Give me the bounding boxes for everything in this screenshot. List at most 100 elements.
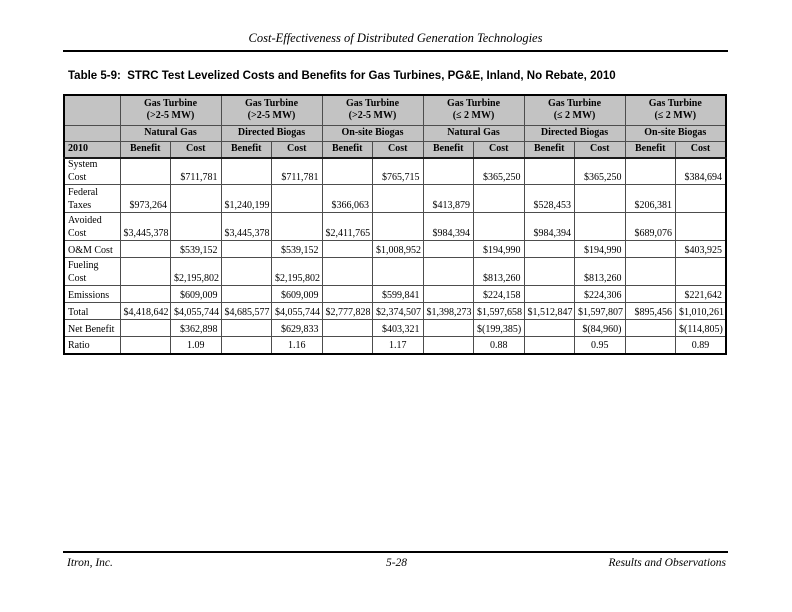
cost-header-cell: Cost <box>271 140 323 159</box>
value-cell <box>473 184 525 213</box>
value-cell <box>574 212 626 241</box>
value-cell <box>321 319 373 337</box>
value-cell <box>170 212 222 241</box>
cost-header-cell: Cost <box>372 140 424 159</box>
table-row: Total $4,418,642 $4,055,744 $4,685,577 $4,05… <box>63 302 727 320</box>
value-cell <box>170 184 222 213</box>
row-label: Avoided Cost <box>63 212 121 241</box>
benefit-header-cell: Benefit <box>523 140 575 159</box>
cost-header-cell: Cost <box>170 140 222 159</box>
value-cell: $413,879 <box>422 184 474 213</box>
table-title: Table 5-9: STRC Test Levelized Costs and… <box>68 70 616 82</box>
group-name-row: Gas Turbine (>2-5 MW) Gas Turbine (>2-5 M… <box>63 94 727 126</box>
value-cell: $1,240,199 <box>220 184 272 213</box>
row-label: Emissions <box>63 285 121 303</box>
column-group-name: Gas Turbine (>2-5 MW) <box>119 94 222 126</box>
column-group-name: Gas Turbine (≤ 2 MW) <box>523 94 626 126</box>
table-row: Ratio 1.09 1.16 1.17 0.88 0.95 0.89 <box>63 336 727 354</box>
table-row: Fueling Cost $2,195,802 $2,195,802 $813,260… <box>63 257 727 286</box>
value-cell: $403,925 <box>675 240 727 258</box>
value-cell: $1,398,273 <box>422 302 474 320</box>
value-cell: 0.95 <box>574 336 626 354</box>
running-header-title: Cost-Effectiveness of Distributed Genera… <box>248 31 543 45</box>
value-cell: $599,841 <box>372 285 424 303</box>
value-cell: $629,833 <box>271 319 323 337</box>
value-cell: $813,260 <box>574 257 626 286</box>
value-cell: 0.89 <box>675 336 727 354</box>
value-cell: $973,264 <box>119 184 171 213</box>
value-cell: $(114,805) <box>675 319 727 337</box>
value-cell: $711,781 <box>271 157 323 185</box>
value-cell: 0.88 <box>473 336 525 354</box>
value-cell <box>675 184 727 213</box>
row-label: O&M Cost <box>63 240 121 258</box>
table-row: O&M Cost $539,152 $539,152 $1,008,952 $194,9… <box>63 240 727 258</box>
value-cell: $206,381 <box>624 184 676 213</box>
value-cell: $4,685,577 <box>220 302 272 320</box>
table-row: System Cost $711,781 $711,781 $765,715 $365,… <box>63 157 727 185</box>
value-cell <box>321 157 373 185</box>
value-cell <box>321 285 373 303</box>
value-cell: $3,445,378 <box>119 212 171 241</box>
value-cell: $765,715 <box>372 157 424 185</box>
benefit-header-cell: Benefit <box>119 140 171 159</box>
footer-company: Itron, Inc. <box>67 557 113 569</box>
column-group-name: Gas Turbine (≤ 2 MW) <box>624 94 727 126</box>
row-label: Net Benefit <box>63 319 121 337</box>
column-group-fuel: Directed Biogas <box>523 124 626 142</box>
value-cell <box>422 336 474 354</box>
footer-page-number: 5-28 <box>385 557 408 569</box>
corner-cell <box>63 94 121 126</box>
value-cell <box>422 319 474 337</box>
value-cell: $365,250 <box>473 157 525 185</box>
value-cell: $1,597,658 <box>473 302 525 320</box>
value-cell <box>624 157 676 185</box>
value-cell: $984,394 <box>523 212 575 241</box>
value-cell <box>271 212 323 241</box>
value-cell: $689,076 <box>624 212 676 241</box>
value-cell <box>675 212 727 241</box>
value-cell: $366,063 <box>321 184 373 213</box>
value-cell <box>473 212 525 241</box>
value-cell <box>422 240 474 258</box>
value-cell <box>220 336 272 354</box>
value-cell: 1.17 <box>372 336 424 354</box>
value-cell: $539,152 <box>271 240 323 258</box>
value-cell: $1,008,952 <box>372 240 424 258</box>
value-cell: $224,158 <box>473 285 525 303</box>
value-cell: $2,195,802 <box>271 257 323 286</box>
value-cell: $(84,960) <box>574 319 626 337</box>
value-cell: $194,990 <box>574 240 626 258</box>
group-fuel-row: Natural Gas Directed Biogas On-site Biogas… <box>63 124 727 142</box>
value-cell: $2,411,765 <box>321 212 373 241</box>
table-row: Emissions $609,009 $609,009 $599,841 $224,15… <box>63 285 727 303</box>
value-cell <box>624 336 676 354</box>
value-cell <box>624 285 676 303</box>
subheader-row: 2010 Benefit Cost Benefit Cost Benefit Cost Ben… <box>63 140 727 159</box>
cost-header-cell: Cost <box>574 140 626 159</box>
value-cell <box>220 240 272 258</box>
year-header-cell: 2010 <box>63 140 121 159</box>
value-cell <box>422 257 474 286</box>
column-group-name: Gas Turbine (>2-5 MW) <box>220 94 323 126</box>
value-cell: $1,512,847 <box>523 302 575 320</box>
column-group-fuel: Natural Gas <box>119 124 222 142</box>
value-cell: $2,777,828 <box>321 302 373 320</box>
value-cell: $609,009 <box>271 285 323 303</box>
value-cell <box>523 285 575 303</box>
benefit-header-cell: Benefit <box>220 140 272 159</box>
value-cell <box>624 257 676 286</box>
value-cell <box>271 184 323 213</box>
value-cell: $224,306 <box>574 285 626 303</box>
value-cell <box>119 240 171 258</box>
value-cell <box>523 240 575 258</box>
row-label: System Cost <box>63 157 121 185</box>
value-cell: $711,781 <box>170 157 222 185</box>
value-cell <box>220 257 272 286</box>
value-cell: $895,456 <box>624 302 676 320</box>
row-label: Federal Taxes <box>63 184 121 213</box>
value-cell: $984,394 <box>422 212 474 241</box>
value-cell <box>422 285 474 303</box>
value-cell: $384,694 <box>675 157 727 185</box>
